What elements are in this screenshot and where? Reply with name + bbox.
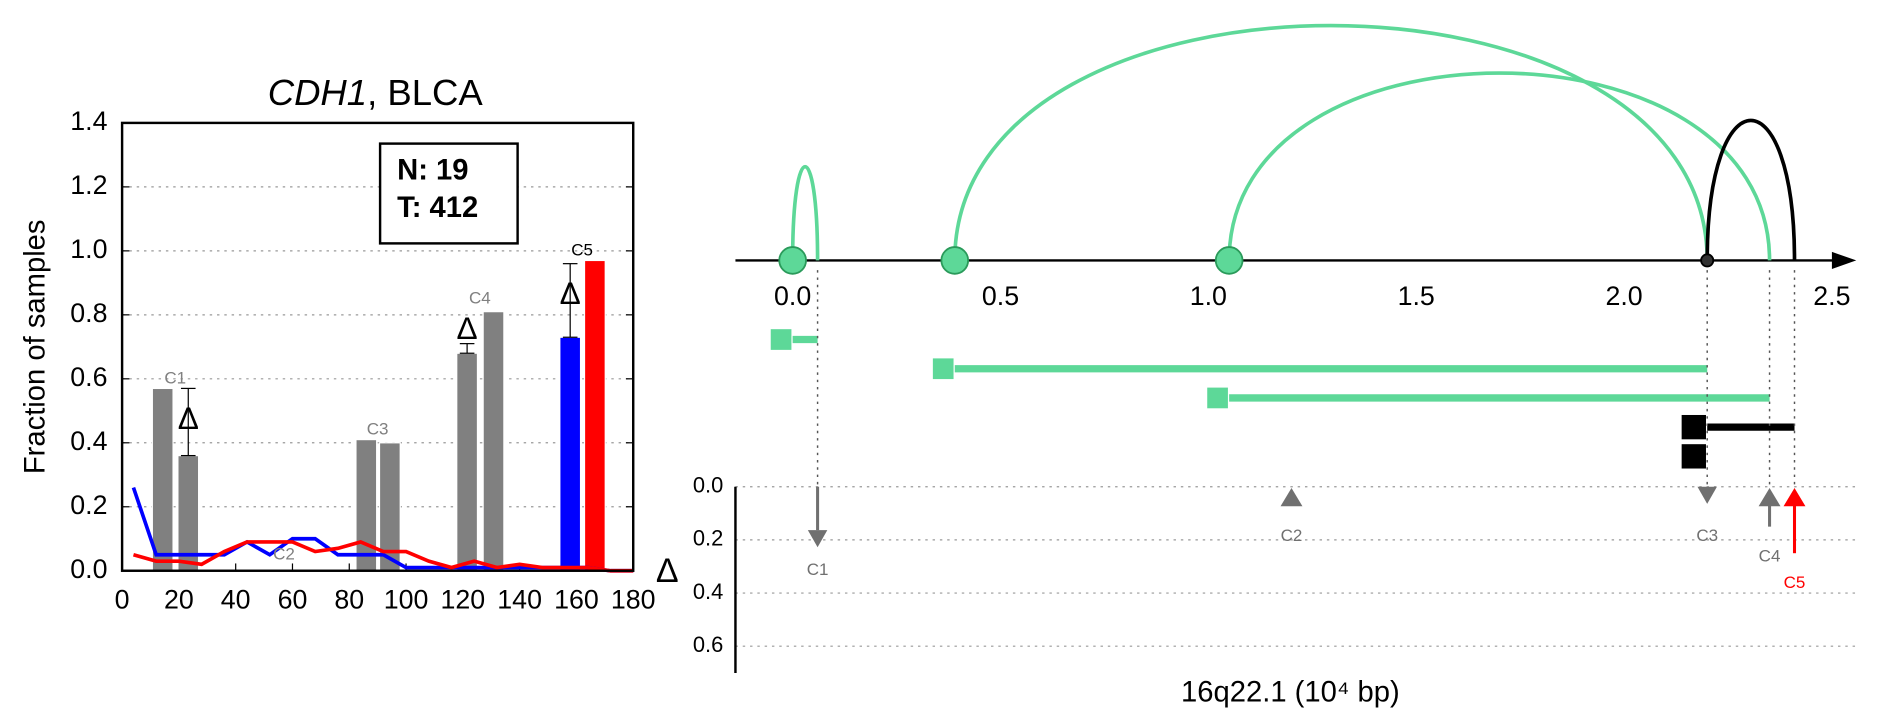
y-tick-label: 0.0 [70, 554, 107, 584]
cluster-arrow [1280, 487, 1303, 507]
x-tick-label: 0.0 [774, 281, 811, 311]
y-axis-label: Fraction of samples [20, 219, 52, 474]
arc [790, 165, 820, 261]
cluster-arrow [807, 530, 828, 548]
x-tick-label: 120 [441, 584, 486, 614]
cluster-label: C4 [469, 288, 491, 307]
y-tick-label: 0.8 [70, 298, 107, 328]
annotation: T: 412 [397, 192, 478, 224]
breakpoint [778, 246, 807, 275]
line [132, 540, 634, 573]
y-tick-label: 1.2 [70, 170, 107, 200]
bar [355, 438, 378, 572]
x-tick-label: 160 [554, 584, 599, 614]
segment-start [770, 329, 792, 350]
cluster-label: C1 [164, 368, 186, 387]
bar [482, 311, 505, 572]
x-tick-label: 20 [164, 584, 194, 614]
x-tick-label: 0.5 [982, 281, 1019, 311]
cluster-label: C3 [367, 420, 389, 439]
y-tick-label: 0.2 [70, 490, 107, 520]
breakpoint [1214, 246, 1244, 275]
x-tick-label: 140 [497, 584, 542, 614]
x-tick-label: 180 [611, 584, 656, 614]
segment-start [1207, 387, 1228, 409]
x-tick-label: 2.5 [1813, 281, 1850, 311]
bar [151, 387, 174, 572]
title-gene: CDH1 [268, 72, 367, 113]
segment-start [932, 358, 954, 380]
x-tick-label: 100 [384, 584, 429, 614]
x-tick-label: 0 [115, 584, 130, 614]
delta-marker: Δ [457, 310, 478, 346]
cluster-arrow [1697, 486, 1717, 504]
y-tick-label: 0.6 [70, 362, 107, 392]
bar [583, 259, 606, 572]
x-tick-label: 1.5 [1398, 281, 1435, 311]
breakpoint [940, 246, 970, 275]
delta-marker: Δ [178, 400, 199, 436]
x-tick-label: 40 [221, 584, 251, 614]
x-axis-arrow [1831, 251, 1857, 269]
cluster-label: C3 [1696, 526, 1718, 545]
chart-title: CDH1, BLCA [268, 72, 484, 113]
arc [1227, 71, 1772, 261]
x-tick-label: 1.0 [1190, 281, 1227, 311]
y-tick-label: 0.0 [693, 473, 723, 498]
arc [952, 23, 1710, 261]
cluster-label: C1 [807, 560, 829, 579]
cluster-arrow [1758, 487, 1781, 507]
annotation: N: 19 [397, 154, 468, 186]
bar [559, 336, 582, 572]
y-tick-label: 0.2 [693, 526, 723, 551]
plot-frame [120, 121, 635, 572]
cluster-label: C5 [1784, 573, 1806, 592]
cluster-arrow [1783, 487, 1806, 507]
segment-start [1681, 444, 1706, 469]
cluster-label: C2 [273, 544, 295, 563]
x-tick-label: 80 [334, 584, 364, 614]
y-tick-label: 0.4 [70, 426, 107, 456]
cluster-label: C2 [1281, 526, 1303, 545]
x-tick-label: 2.0 [1605, 281, 1642, 311]
cluster-label: C4 [1759, 547, 1781, 566]
bar [456, 352, 479, 572]
x-axis-label: 16q22.1 (10⁴ bp) [1181, 676, 1400, 708]
y-tick-label: 0.6 [693, 632, 723, 657]
x-tick-label: 60 [278, 584, 308, 614]
y-tick-label: 1.0 [70, 234, 107, 264]
delta-symbol: Δ [656, 552, 679, 590]
y-tick-label: 1.4 [70, 106, 107, 136]
title-rest: , BLCA [367, 72, 483, 113]
cluster-label: C5 [571, 240, 593, 259]
y-tick-label: 0.4 [693, 579, 723, 604]
delta-marker: Δ [560, 275, 581, 311]
segment-start [1681, 414, 1706, 440]
breakpoint [1700, 253, 1715, 268]
annotation-box [378, 142, 519, 245]
arc [1705, 118, 1797, 261]
